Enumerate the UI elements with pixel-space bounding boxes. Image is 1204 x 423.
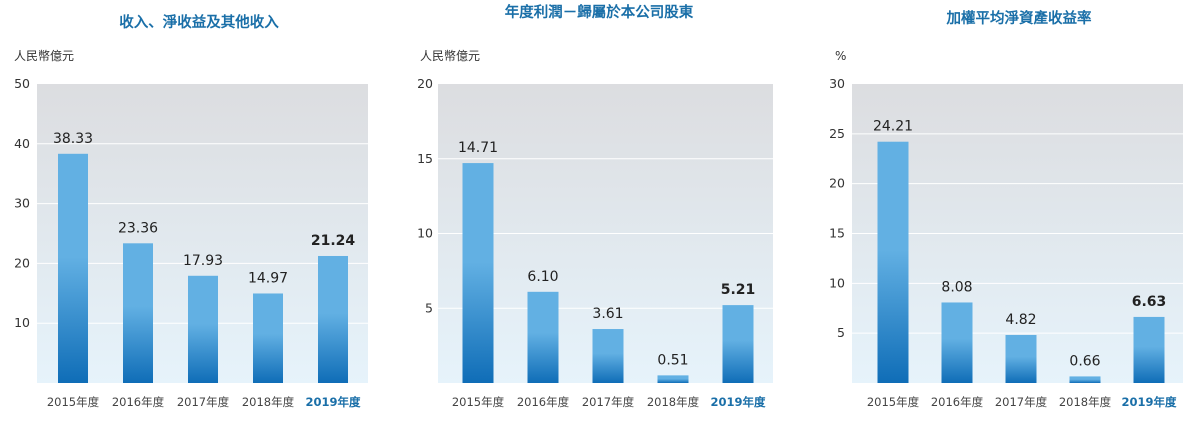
bar [188, 275, 218, 383]
y-tick-label: 10 [417, 226, 433, 241]
chart-title: 年度利潤－歸屬於本公司股東 [505, 3, 694, 21]
y-tick-label: 10 [829, 275, 845, 290]
x-tick-label: 2019年度 [710, 395, 766, 409]
y-tick-label: 30 [14, 196, 30, 211]
bar [592, 329, 624, 383]
bar [462, 163, 494, 383]
y-tick-label: 5 [837, 325, 845, 340]
data-label: 14.97 [248, 270, 288, 286]
x-tick-label: 2017年度 [177, 395, 230, 409]
y-tick-label: 20 [417, 76, 433, 91]
data-label: 6.10 [527, 269, 558, 285]
data-label: 24.21 [873, 119, 913, 135]
y-tick-label: 20 [14, 255, 30, 270]
data-label: 23.36 [118, 220, 158, 236]
data-label: 21.24 [311, 233, 356, 249]
data-label: 14.71 [458, 140, 498, 156]
bar [877, 141, 909, 383]
y-tick-label: 10 [14, 315, 30, 330]
x-tick-label: 2015年度 [452, 395, 505, 409]
x-tick-label: 2018年度 [242, 395, 295, 409]
bar [527, 291, 559, 383]
data-label: 8.08 [941, 279, 972, 295]
bar [1005, 334, 1037, 383]
data-label: 0.66 [1069, 353, 1100, 369]
x-tick-label: 2016年度 [517, 395, 570, 409]
data-label: 38.33 [53, 131, 93, 147]
y-tick-label: 40 [14, 136, 30, 151]
bar [253, 293, 283, 383]
unit-label: 人民幣億元 [14, 49, 74, 63]
y-tick-label: 20 [829, 176, 845, 191]
bar [58, 153, 88, 383]
y-tick-label: 30 [829, 76, 845, 91]
bar [657, 375, 689, 383]
x-tick-label: 2015年度 [47, 395, 100, 409]
chart-title: 加權平均淨資產收益率 [946, 9, 1092, 27]
bar [123, 243, 153, 383]
bar [722, 305, 754, 383]
x-tick-label: 2018年度 [1059, 395, 1112, 409]
bar [1133, 316, 1165, 383]
x-tick-label: 2017年度 [995, 395, 1048, 409]
chart-3: 加權平均淨資產收益率% 5 10 15 20 25 30 24.21 2015年度 8.08 201… [829, 9, 1183, 409]
x-tick-label: 2019年度 [305, 395, 361, 409]
y-tick-label: 25 [829, 126, 845, 141]
unit-label: % [835, 49, 846, 63]
y-tick-label: 50 [14, 76, 30, 91]
unit-label: 人民幣億元 [420, 49, 480, 63]
x-tick-label: 2018年度 [647, 395, 700, 409]
y-tick-label: 15 [829, 226, 845, 241]
bar [941, 302, 973, 383]
chart-title: 收入、淨收益及其他收入 [119, 13, 279, 31]
y-tick-label: 15 [417, 151, 433, 166]
x-tick-label: 2016年度 [931, 395, 984, 409]
data-label: 5.21 [721, 282, 756, 298]
data-label: 6.63 [1132, 294, 1167, 310]
bar [1069, 376, 1101, 383]
y-tick-label: 5 [425, 300, 433, 315]
data-label: 4.82 [1005, 312, 1036, 328]
x-tick-label: 2016年度 [112, 395, 165, 409]
bar [318, 255, 348, 383]
x-tick-label: 2015年度 [867, 395, 920, 409]
data-label: 3.61 [592, 306, 623, 322]
x-tick-label: 2017年度 [582, 395, 635, 409]
x-tick-label: 2019年度 [1121, 395, 1177, 409]
data-label: 0.51 [657, 352, 688, 368]
data-label: 17.93 [183, 253, 223, 269]
